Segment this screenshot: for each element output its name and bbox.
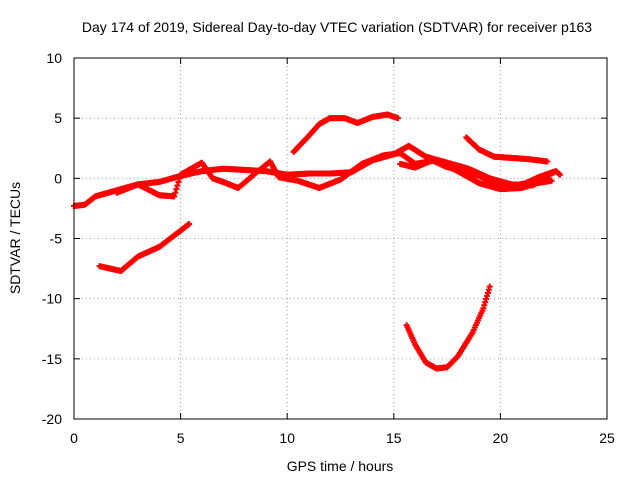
data-point: [548, 177, 555, 184]
data-point: [395, 115, 402, 122]
grid: [74, 58, 607, 419]
data-point: [544, 158, 551, 165]
x-axis-label: GPS time / hours: [287, 458, 394, 474]
y-tick-label: 5: [54, 110, 62, 126]
y-tick-label: -5: [50, 231, 63, 247]
series-s5: [463, 134, 551, 165]
data-point: [486, 283, 493, 290]
data-point: [171, 193, 178, 200]
data-points: [71, 111, 564, 372]
x-tick-label: 10: [279, 430, 295, 446]
series-s4: [290, 111, 402, 155]
x-tick-label: 25: [599, 430, 615, 446]
data-point: [175, 178, 182, 185]
data-point: [186, 221, 193, 228]
y-tick-label: -20: [42, 411, 62, 427]
y-tick-label: -10: [42, 291, 62, 307]
x-tick-labels: 0 5 10 15 20 25: [70, 430, 615, 446]
series-s3: [96, 221, 193, 274]
y-tick-labels: -20 -15 -10 -5 0 5 10: [42, 50, 62, 427]
series-s1: [71, 142, 557, 210]
y-axis-label: SDTVAR / TECUs: [7, 182, 23, 294]
chart-title: Day 174 of 2019, Sidereal Day-to-day VTE…: [82, 19, 592, 35]
data-point: [173, 186, 180, 193]
x-tick-label: 5: [177, 430, 185, 446]
y-tick-label: 0: [54, 170, 62, 186]
x-tick-label: 0: [70, 430, 78, 446]
y-tick-label: 10: [46, 50, 62, 66]
x-tick-label: 15: [386, 430, 402, 446]
plot-frame: [73, 57, 608, 420]
data-point: [172, 189, 179, 196]
axis-ticks: [73, 57, 608, 420]
data-point: [176, 175, 183, 182]
y-tick-label: -15: [42, 351, 62, 367]
series-s7: [397, 157, 564, 190]
data-point: [557, 171, 564, 178]
data-point: [174, 182, 181, 189]
series-s6: [403, 283, 493, 372]
x-tick-label: 20: [493, 430, 509, 446]
